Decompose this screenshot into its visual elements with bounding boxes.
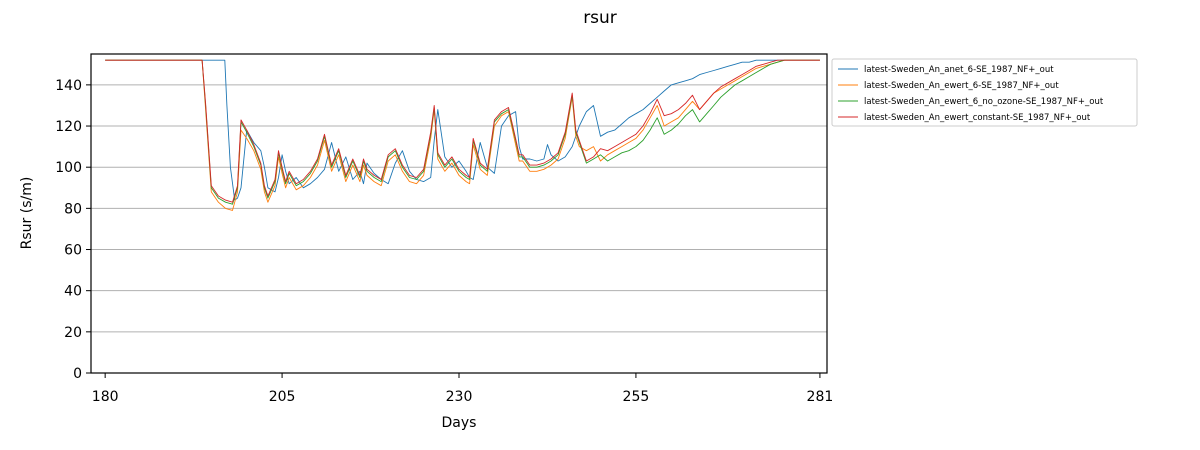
series-line-3 [105, 59, 820, 205]
legend: latest-Sweden_An_anet_6-SE_1987_NF+_outl… [831, 58, 1138, 127]
y-tick-label: 40 [64, 284, 82, 300]
y-tick-label: 140 [55, 78, 82, 94]
x-tick-label: 180 [92, 389, 119, 405]
chart-title: rsur [583, 8, 617, 28]
y-tick-label: 20 [64, 325, 82, 341]
legend-label-2: latest-Sweden_An_ewert_6-SE_1987_NF+_out [864, 81, 1059, 91]
legend-label-3: latest-Sweden_An_ewert_6_no_ozone-SE_198… [864, 97, 1104, 107]
y-tick-label: 60 [64, 243, 82, 259]
x-tick-label: 205 [269, 389, 296, 405]
y-axis-title: Rsur (s/m) [19, 177, 35, 250]
y-tick-label: 100 [55, 160, 82, 176]
x-tick-label: 230 [446, 389, 473, 405]
y-tick-label: 80 [64, 201, 82, 217]
legend-label-4: latest-Sweden_An_ewert_constant-SE_1987_… [864, 113, 1091, 123]
x-tick-label: 255 [623, 389, 650, 405]
series-line-4 [105, 59, 820, 203]
legend-frame [831, 58, 1138, 127]
series-layer [105, 59, 820, 211]
x-tick-label: 281 [807, 389, 834, 405]
tick-layer: 0 20 40 60 80 100 120 140 180 205 230 255 281 [55, 78, 833, 405]
y-tick-label: 120 [55, 119, 82, 135]
grid-layer [91, 84, 827, 333]
y-tick-label: 0 [73, 366, 82, 382]
x-axis-title: Days [442, 415, 477, 431]
legend-label-1: latest-Sweden_An_anet_6-SE_1987_NF+_out [864, 65, 1054, 75]
series-line-1 [105, 59, 820, 201]
